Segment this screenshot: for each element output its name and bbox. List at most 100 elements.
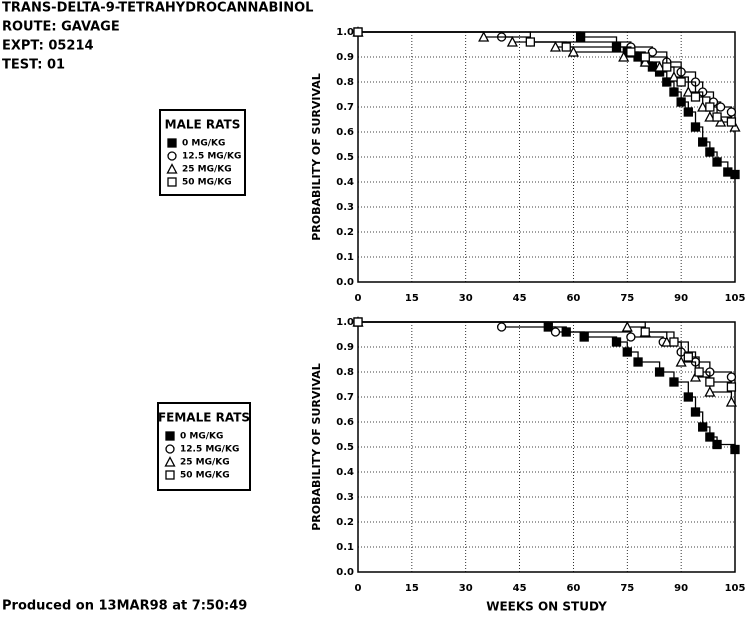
survival-curve: [358, 31, 733, 112]
marker: [611, 337, 622, 347]
survival-curve: [358, 321, 733, 387]
marker: [496, 322, 507, 332]
marker: [698, 137, 708, 147]
marker: [647, 47, 658, 57]
x-tick-label: 15: [405, 293, 419, 304]
marker: [561, 42, 571, 52]
x-tick-label: 15: [405, 583, 419, 594]
marker: [726, 372, 737, 382]
marker: [676, 97, 686, 107]
marker: [682, 86, 694, 97]
marker: [626, 332, 636, 342]
header-line: TEST: 01: [2, 58, 65, 73]
legend-label: 50 MG/KG: [180, 471, 230, 481]
x-tick-label: 105: [725, 583, 746, 594]
marker: [621, 321, 633, 332]
y-tick-label: 0.6: [336, 417, 354, 428]
header-line: EXPT: 05214: [2, 39, 94, 54]
marker: [689, 371, 702, 382]
marker: [662, 77, 672, 87]
marker: [669, 337, 679, 347]
marker: [725, 396, 737, 407]
y-tick-label: 0.2: [336, 227, 354, 238]
marker: [622, 347, 632, 357]
y-tick-label: 0.1: [336, 252, 354, 263]
marker: [705, 377, 715, 387]
y-tick-label: 0.9: [336, 52, 354, 63]
marker: [683, 352, 693, 362]
marker: [165, 470, 175, 480]
marker: [704, 111, 716, 122]
x-tick-label: 105: [725, 293, 746, 304]
marker: [165, 444, 175, 454]
x-tick-label: 75: [620, 583, 634, 594]
marker: [705, 102, 715, 112]
y-tick-label: 0.7: [336, 392, 354, 403]
marker: [690, 92, 701, 102]
y-axis-label: PROBABILITY OF SURVIVAL: [310, 73, 323, 241]
x-tick-label: 45: [513, 293, 527, 304]
marker: [626, 47, 636, 57]
marker: [705, 432, 715, 442]
y-tick-label: 0.7: [336, 102, 354, 113]
y-tick-label: 0.5: [336, 442, 354, 453]
marker: [704, 386, 716, 397]
x-tick-label: 0: [355, 583, 362, 594]
marker: [618, 51, 630, 62]
marker: [669, 87, 679, 97]
y-tick-label: 0.9: [336, 342, 354, 353]
y-tick-label: 1.0: [336, 27, 354, 38]
marker: [640, 52, 650, 62]
legend-label: 0 MG/KG: [182, 139, 225, 149]
marker: [167, 138, 177, 148]
x-tick-label: 45: [513, 583, 527, 594]
marker: [697, 101, 709, 112]
y-tick-label: 0.6: [336, 127, 354, 138]
marker: [478, 31, 490, 42]
marker: [712, 157, 722, 167]
marker: [579, 332, 589, 342]
x-tick-label: 90: [674, 293, 688, 304]
marker: [668, 71, 680, 82]
marker: [647, 62, 658, 72]
marker: [675, 356, 687, 367]
y-tick-label: 0.0: [336, 277, 354, 288]
marker: [690, 407, 701, 417]
x-tick-label: 30: [459, 583, 473, 594]
y-tick-label: 0.8: [336, 77, 354, 88]
header-line: ROUTE: GAVAGE: [2, 20, 120, 35]
marker: [730, 444, 740, 455]
legend-label: 50 MG/KG: [182, 178, 232, 188]
marker: [164, 456, 176, 467]
marker: [705, 147, 715, 157]
marker: [639, 56, 651, 67]
marker: [662, 62, 672, 72]
x-axis-label: WEEKS ON STUDY: [486, 600, 607, 614]
legend: FEMALE RATS 0 MG/KG 12.5 MG/KG 25 MG/KG 50 M…: [157, 402, 251, 491]
header-line: TRANS-DELTA-9-TETRAHYDROCANNABINOL: [2, 1, 313, 16]
marker: [549, 41, 562, 52]
marker: [726, 117, 737, 127]
marker: [712, 112, 722, 122]
y-tick-label: 0.8: [336, 367, 354, 378]
y-tick-label: 0.1: [336, 542, 354, 553]
legend-title: MALE RATS: [165, 118, 241, 132]
marker: [729, 121, 741, 132]
legend-title: FEMALE RATS: [158, 411, 250, 425]
x-tick-label: 75: [620, 293, 634, 304]
y-tick-label: 0.3: [336, 202, 354, 213]
marker: [550, 327, 561, 337]
marker: [567, 46, 580, 57]
marker: [715, 116, 727, 127]
y-tick-label: 0.3: [336, 492, 354, 503]
marker: [167, 151, 177, 161]
survival-curve: [358, 321, 733, 402]
legend-label: 0 MG/KG: [180, 432, 223, 442]
marker: [165, 431, 175, 441]
marker: [654, 367, 665, 377]
marker: [715, 102, 726, 112]
marker: [506, 36, 518, 47]
y-tick-label: 1.0: [336, 317, 354, 328]
marker: [726, 382, 737, 392]
marker: [525, 37, 535, 47]
